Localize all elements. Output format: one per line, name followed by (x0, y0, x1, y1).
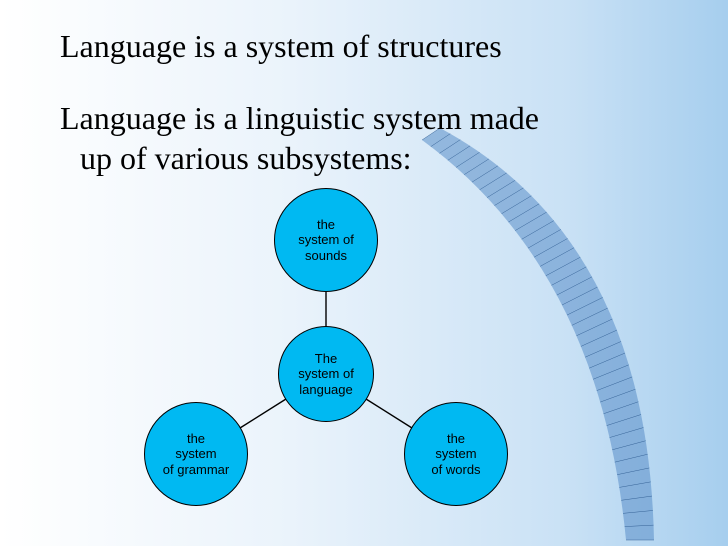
slide: Language is a system of structures Langu… (0, 0, 728, 546)
node-grammar-label-line: system (163, 446, 229, 462)
node-words: thesystemof words (404, 402, 508, 506)
node-words-label-line: of words (431, 462, 480, 478)
node-center-label-line: The (298, 351, 354, 367)
node-center: Thesystem oflanguage (278, 326, 374, 422)
node-sounds-label-line: system of (298, 232, 354, 248)
node-sounds-label-line: the (298, 217, 354, 233)
node-words-label-line: system (431, 446, 480, 462)
node-sounds: thesystem ofsounds (274, 188, 378, 292)
node-center-label-line: language (298, 382, 354, 398)
node-grammar-label-line: of grammar (163, 462, 229, 478)
diagram-nodes-layer: Thesystem oflanguagethesystem ofsoundsth… (0, 0, 728, 546)
node-sounds-label-line: sounds (298, 248, 354, 264)
node-grammar: thesystemof grammar (144, 402, 248, 506)
node-grammar-label-line: the (163, 431, 229, 447)
node-center-label-line: system of (298, 366, 354, 382)
node-words-label-line: the (431, 431, 480, 447)
